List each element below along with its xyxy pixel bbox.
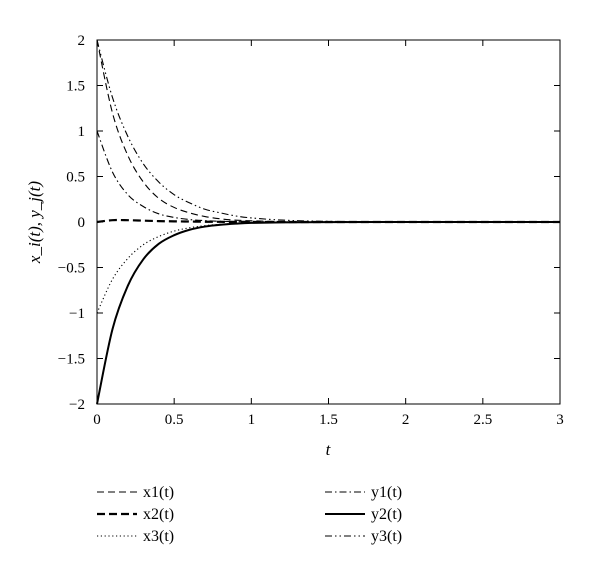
- x-tick-label: 2.5: [473, 412, 492, 428]
- y-tick-label: −0.5: [58, 261, 85, 277]
- legend-label: y2(t): [371, 506, 402, 523]
- y-tick-label: 1: [78, 124, 86, 140]
- series-line-y1t: [96, 130, 560, 223]
- legend-label: x3(t): [143, 528, 174, 545]
- y-tick-label: 0: [78, 215, 86, 231]
- x-tick-label: 3: [556, 412, 564, 428]
- legend-label: x2(t): [143, 506, 174, 523]
- y-tick-label: −1.5: [58, 352, 85, 368]
- x-tick-label: 2: [402, 412, 410, 428]
- legend-label: y1(t): [371, 484, 402, 501]
- x-tick-label: 1.5: [319, 412, 338, 428]
- x-tick-label: 1: [248, 412, 256, 428]
- series-line-x3t: [96, 221, 560, 314]
- legend-label: x1(t): [143, 484, 174, 501]
- y-axis-title: x_i(t), y_j(t): [25, 181, 44, 264]
- series-line-y2t: [96, 220, 560, 405]
- y-tick-label: 0.5: [66, 170, 85, 186]
- y-tick-label: 1.5: [66, 79, 85, 95]
- y-tick-label: 2: [78, 33, 86, 49]
- y-tick-label: −2: [69, 397, 85, 413]
- x-tick-label: 0: [93, 412, 101, 428]
- ticks: 0 0.5 1 1.5 2 2.5 3 2 1.5 1 0.5 0 −0.5 −1 −1.5 −2: [58, 33, 564, 428]
- series-line-x1t: [96, 39, 560, 223]
- series-lines: [96, 39, 561, 405]
- series-line-x2t: [96, 218, 560, 224]
- y-tick-label: −1: [69, 306, 85, 322]
- series-line-y3t: [96, 39, 561, 223]
- legend: x1(t) x2(t) x3(t) y1(t) y2(t) y3(t): [97, 484, 402, 545]
- x-tick-label: 0.5: [165, 412, 184, 428]
- x-axis-title: t: [326, 440, 332, 459]
- legend-label: y3(t): [371, 528, 402, 545]
